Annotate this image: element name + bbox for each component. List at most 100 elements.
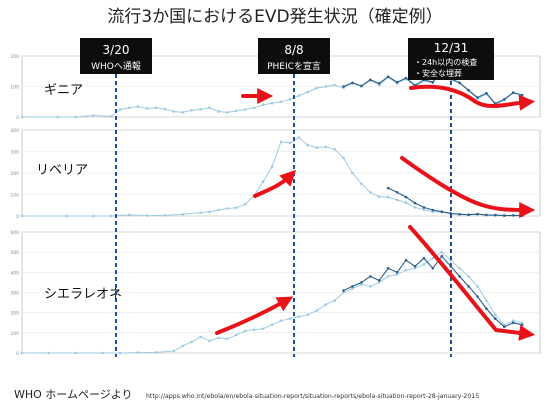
data-point: [208, 339, 211, 343]
data-point: [226, 337, 229, 341]
data-point: [520, 323, 524, 327]
y-tick-label: 0: [16, 351, 19, 357]
source-url[interactable]: http://apps.who.int/ebola/en/ebola-situa…: [146, 393, 479, 400]
data-point: [244, 108, 247, 111]
data-point: [127, 213, 131, 217]
data-point: [297, 94, 301, 97]
y-tick-label: 400: [10, 270, 19, 276]
data-point: [377, 195, 381, 198]
data-point: [235, 109, 238, 113]
data-point: [181, 111, 185, 114]
data-point: [154, 106, 158, 110]
data-point: [118, 351, 122, 355]
data-point: [351, 171, 354, 175]
data-point: [252, 106, 256, 110]
data-point: [288, 317, 292, 321]
data-point: [56, 115, 59, 119]
data-point: [431, 267, 435, 270]
data-point: [110, 115, 113, 118]
data-point: [333, 148, 336, 151]
data-point: [395, 273, 399, 276]
data-point: [360, 84, 363, 88]
data-point: [369, 78, 372, 82]
data-point: [342, 85, 345, 88]
y-tick-label: 200: [10, 171, 19, 177]
data-point: [422, 206, 426, 209]
data-point: [431, 256, 435, 260]
source-label: WHO ホームページより: [14, 388, 133, 401]
data-point: [494, 317, 497, 321]
y-tick-label: 400: [10, 128, 19, 134]
annotation-date: 8/8: [284, 43, 303, 57]
y-tick-label: 100: [10, 85, 19, 91]
data-point: [494, 313, 497, 317]
data-point: [154, 351, 158, 354]
data-point: [413, 265, 417, 268]
data-point: [377, 82, 381, 85]
data-point: [467, 275, 470, 278]
data-point: [422, 208, 426, 211]
data-point: [279, 100, 283, 104]
data-point: [297, 315, 301, 319]
data-point: [279, 319, 283, 323]
data-point: [503, 323, 506, 327]
data-point: [404, 201, 408, 204]
data-point: [252, 328, 256, 332]
data-point: [261, 327, 265, 331]
data-point: [288, 98, 292, 101]
data-point: [74, 115, 77, 119]
data-point: [342, 289, 345, 292]
data-point: [351, 285, 354, 288]
data-point: [65, 214, 68, 218]
data-point: [101, 351, 104, 355]
annotation-bullet: ・24h以内の検査: [414, 57, 477, 67]
data-point: [333, 299, 336, 302]
panel-2: 0 100 200 300 400 リベリア: [10, 128, 541, 220]
data-point: [422, 256, 426, 260]
vertical-markers-layer: [115, 74, 452, 357]
data-point: [127, 106, 131, 110]
data-point: [181, 213, 185, 216]
data-point: [74, 351, 77, 355]
data-point: [467, 213, 470, 216]
data-point: [413, 201, 417, 205]
data-point: [511, 319, 515, 323]
data-point: [244, 329, 247, 333]
data-point: [404, 269, 408, 272]
data-point: [315, 309, 319, 312]
data-point: [458, 81, 461, 85]
data-point: [324, 85, 328, 88]
data-point: [413, 206, 417, 209]
annotation-3-20: 3/20 WHOへ通報: [80, 38, 152, 74]
data-point: [342, 291, 345, 294]
data-point: [288, 141, 292, 145]
panels-layer: 0 100 200 ギニア 0 100 200 300 400 リベリア 0 100 200 300 400…: [10, 54, 541, 357]
country-label: リベリア: [36, 163, 88, 178]
data-point: [485, 307, 488, 310]
annotation-date: 12/31: [434, 41, 469, 55]
data-point: [110, 214, 113, 218]
data-point: [306, 313, 310, 317]
data-point: [431, 80, 435, 84]
chart-title: 流行3か国におけるEVD発生状況（確定例）: [107, 7, 442, 27]
data-point: [118, 108, 122, 111]
data-point: [279, 140, 283, 144]
data-point: [324, 145, 328, 149]
data-point: [503, 214, 506, 217]
annotation-box: [258, 38, 330, 74]
data-point: [386, 195, 390, 199]
annotation-box: [80, 38, 152, 74]
data-point: [351, 287, 354, 290]
y-tick-label: 600: [10, 230, 19, 236]
series-line-1: [22, 136, 523, 217]
annotation-8-8: 8/8 PHEICを宣言: [258, 38, 330, 74]
trend-arrow: [215, 296, 294, 335]
data-point: [511, 321, 515, 325]
data-point: [485, 91, 488, 95]
data-point: [422, 263, 426, 266]
data-point: [145, 107, 149, 110]
annotation-date: 3/20: [103, 43, 130, 57]
data-point: [20, 214, 24, 218]
y-tick-label: 100: [10, 331, 19, 337]
